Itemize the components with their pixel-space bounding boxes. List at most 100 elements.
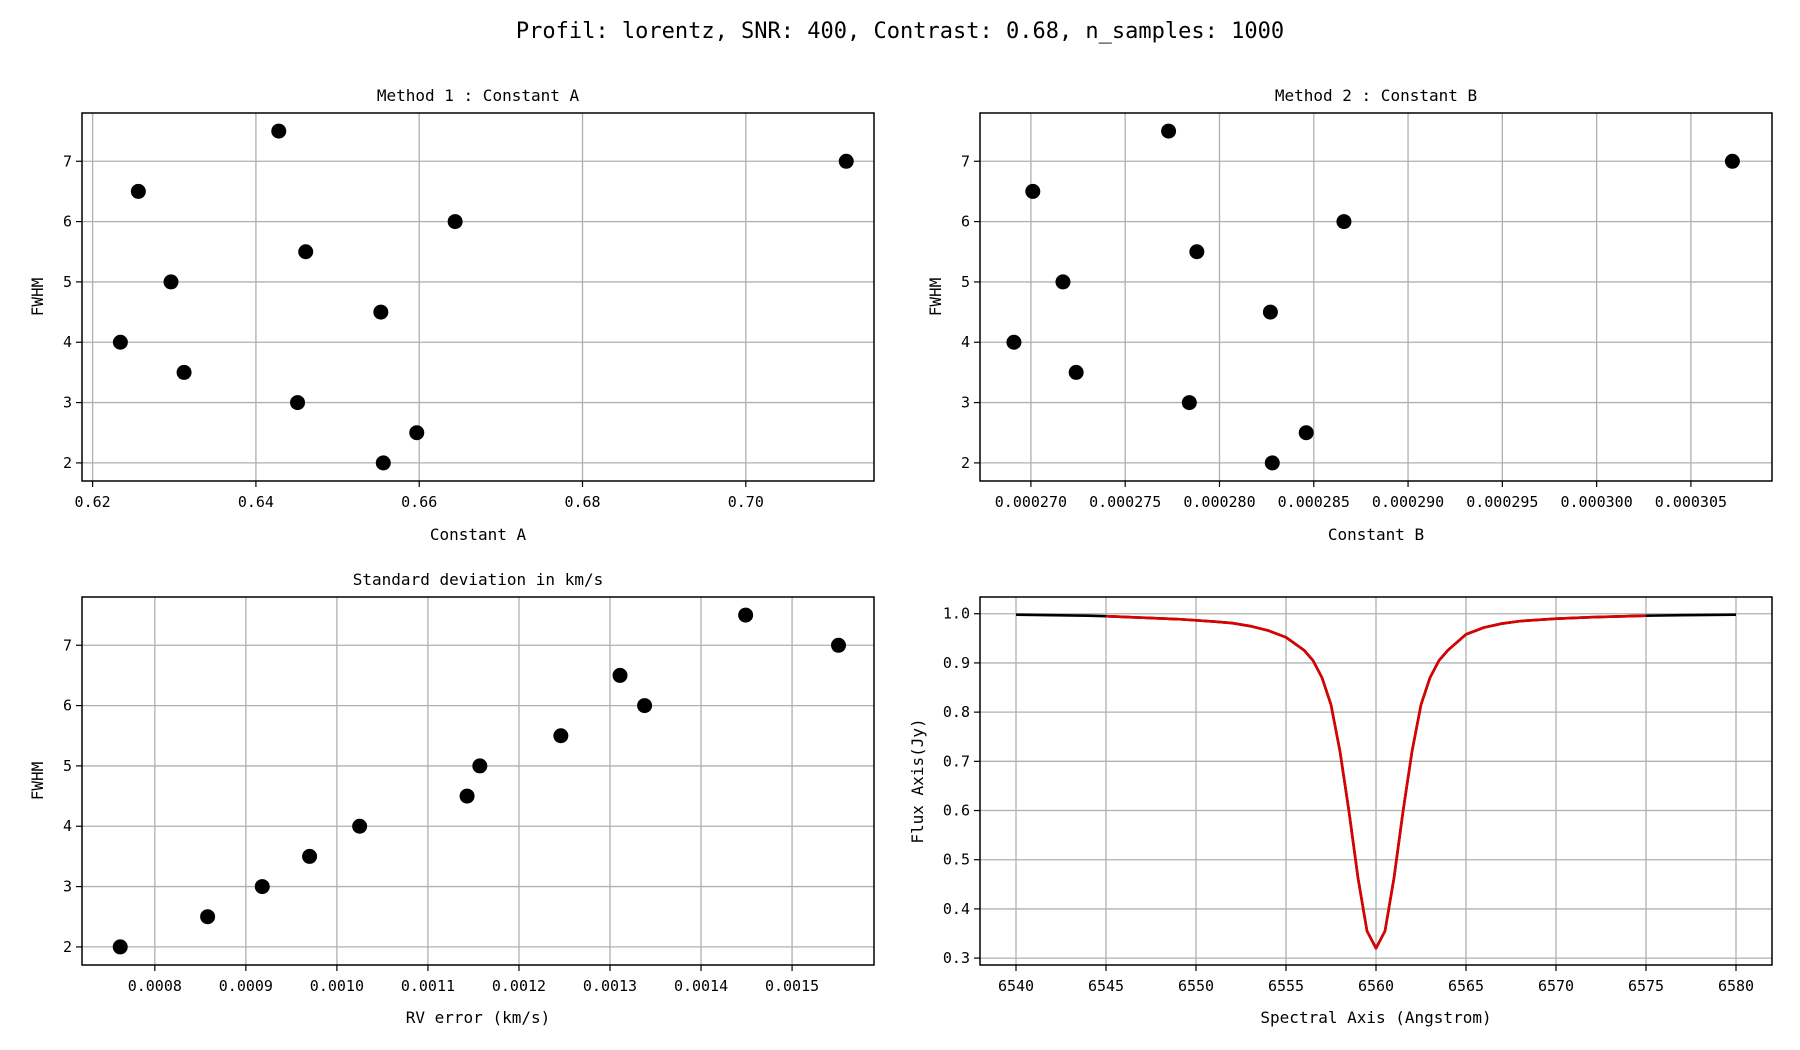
plot-method-2-point xyxy=(1264,455,1280,471)
plot-method-1-point xyxy=(271,123,287,139)
plot-std-deviation-point xyxy=(738,607,754,623)
plot-std-deviation-x-tick-label: 0.0009 xyxy=(219,977,273,995)
plot-method-2-x-tick-label: 0.000290 xyxy=(1372,493,1444,511)
plot-spectrum-y-tick-label: 0.5 xyxy=(943,851,970,869)
plot-std-deviation-point xyxy=(352,818,368,834)
plot-spectrum-xlabel: Spectral Axis (Angstrom) xyxy=(1260,1008,1491,1027)
plot-method-2-point xyxy=(1262,304,1278,320)
plot-method-1-point xyxy=(409,425,425,441)
plot-method-2-x-tick-label: 0.000275 xyxy=(1089,493,1161,511)
plot-method-1-y-tick-label: 3 xyxy=(63,394,72,412)
plot-method-1-point xyxy=(373,304,389,320)
plot-method-1-point xyxy=(112,334,128,350)
plot-method-2-point xyxy=(1181,395,1197,411)
plot-method-2-point xyxy=(1068,364,1084,380)
plot-std-deviation-y-tick-label: 2 xyxy=(63,938,72,956)
plot-std-deviation-xlabel: RV error (km/s) xyxy=(406,1008,551,1027)
plot-method-2-point xyxy=(1189,244,1205,260)
plot-method-1-y-tick-label: 2 xyxy=(63,454,72,472)
plot-spectrum-x-tick-label: 6545 xyxy=(1088,977,1124,995)
plot-method-1-x-tick-label: 0.70 xyxy=(728,493,764,511)
plot-method-1-point xyxy=(290,395,306,411)
plot-method-1-point xyxy=(298,244,314,260)
plot-std-deviation-point xyxy=(459,788,475,804)
plot-method-1-point xyxy=(447,214,463,230)
plot-method-1-xlabel: Constant A xyxy=(430,525,527,544)
plot-method-2-frame xyxy=(979,112,1773,482)
plot-method-2-y-tick-label: 3 xyxy=(961,394,970,412)
plot-std-deviation: Standard deviation in km/s RV error (km/… xyxy=(28,570,875,1027)
plot-method-2-ylabel: FWHM xyxy=(926,278,945,317)
plot-spectrum-x-tick-label: 6555 xyxy=(1268,977,1304,995)
plot-spectrum-x-tick-label: 6575 xyxy=(1628,977,1664,995)
plot-spectrum-x-tick-label: 6570 xyxy=(1538,977,1574,995)
plot-method-1-y-tick-label: 4 xyxy=(63,333,72,351)
plot-method-1-y-tick-label: 7 xyxy=(63,152,72,170)
plot-method-2-y-tick-label: 7 xyxy=(961,152,970,170)
plot-spectrum-x-tick-label: 6565 xyxy=(1448,977,1484,995)
plot-spectrum-x-tick-label: 6580 xyxy=(1718,977,1754,995)
plot-std-deviation-frame xyxy=(81,596,875,966)
plot-std-deviation-point xyxy=(254,879,270,895)
plot-method-2-x-tick-label: 0.000295 xyxy=(1466,493,1538,511)
plot-std-deviation-point xyxy=(112,939,128,955)
plot-method-2-xlabel: Constant B xyxy=(1328,525,1424,544)
figure-title: Profil: lorentz, SNR: 400, Contrast: 0.6… xyxy=(516,19,1284,44)
plot-std-deviation-y-tick-label: 5 xyxy=(63,757,72,775)
plot-spectrum-y-tick-label: 0.8 xyxy=(943,703,970,721)
plot-std-deviation-x-tick-label: 0.0012 xyxy=(492,977,546,995)
plot-std-deviation-point xyxy=(302,848,318,864)
plot-spectrum-x-tick-label: 6540 xyxy=(998,977,1034,995)
plot-std-deviation-x-tick-label: 0.0008 xyxy=(128,977,182,995)
plot-std-deviation-y-tick-label: 6 xyxy=(63,697,72,715)
plot-method-2: Method 2 : Constant B Constant B FWHM 0.… xyxy=(926,86,1773,544)
plot-method-1-x-tick-label: 0.66 xyxy=(401,493,437,511)
plot-method-2-title: Method 2 : Constant B xyxy=(1275,86,1477,105)
plot-method-2-y-tick-label: 6 xyxy=(961,213,970,231)
plot-method-2-point xyxy=(1724,153,1740,169)
plot-method-2-x-tick-label: 0.000280 xyxy=(1183,493,1255,511)
plot-method-1-frame xyxy=(81,112,875,482)
plot-method-2-point xyxy=(1298,425,1314,441)
plot-spectrum-frame xyxy=(979,596,1773,966)
plot-method-1-point xyxy=(375,455,391,471)
plot-std-deviation-ylabel: FWHM xyxy=(28,762,47,801)
plot-method-1-x-tick-label: 0.68 xyxy=(564,493,600,511)
plot-method-2-point xyxy=(1336,214,1352,230)
plot-spectrum-y-tick-label: 0.7 xyxy=(943,752,970,770)
plot-std-deviation-x-tick-label: 0.0013 xyxy=(583,977,637,995)
plot-method-1-point xyxy=(163,274,179,290)
plot-std-deviation-x-tick-label: 0.0015 xyxy=(765,977,819,995)
plot-std-deviation-point xyxy=(612,667,628,683)
plot-std-deviation-point xyxy=(472,758,488,774)
plot-method-1-title: Method 1 : Constant A xyxy=(377,86,580,105)
plot-method-2-point xyxy=(1025,183,1041,199)
plot-spectrum-fit-region-line xyxy=(1105,614,1647,950)
plot-method-2-y-tick-label: 2 xyxy=(961,454,970,472)
plot-method-2-point xyxy=(1161,123,1177,139)
plot-std-deviation-y-tick-label: 4 xyxy=(63,817,72,835)
plot-method-1-point xyxy=(176,364,192,380)
plot-std-deviation-y-tick-label: 7 xyxy=(63,636,72,654)
plot-method-2-point xyxy=(1055,274,1071,290)
plot-spectrum-y-tick-label: 1.0 xyxy=(943,605,970,623)
plot-spectrum-y-tick-label: 0.9 xyxy=(943,654,970,672)
plot-std-deviation-y-tick-label: 3 xyxy=(63,878,72,896)
plot-std-deviation-x-tick-label: 0.0011 xyxy=(401,977,455,995)
plot-method-2-point xyxy=(1006,334,1022,350)
plot-std-deviation-title: Standard deviation in km/s xyxy=(353,570,603,589)
plot-std-deviation-point xyxy=(830,637,846,653)
plot-spectrum-x-tick-label: 6550 xyxy=(1178,977,1214,995)
plot-method-1-ylabel: FWHM xyxy=(28,278,47,317)
plot-spectrum-y-tick-label: 0.4 xyxy=(943,900,970,918)
plot-method-2-y-tick-label: 4 xyxy=(961,333,970,351)
plot-method-2-x-tick-label: 0.000270 xyxy=(995,493,1067,511)
plot-std-deviation-point xyxy=(637,698,653,714)
plot-std-deviation-x-tick-label: 0.0014 xyxy=(674,977,728,995)
plot-spectrum-x-tick-label: 6560 xyxy=(1358,977,1394,995)
plot-method-2-y-tick-label: 5 xyxy=(961,273,970,291)
plot-spectrum: Spectral Axis (Angstrom) Flux Axis(Jy) 6… xyxy=(908,596,1773,1027)
plot-method-2-x-tick-label: 0.000300 xyxy=(1561,493,1633,511)
plot-spectrum-y-tick-label: 0.6 xyxy=(943,802,970,820)
